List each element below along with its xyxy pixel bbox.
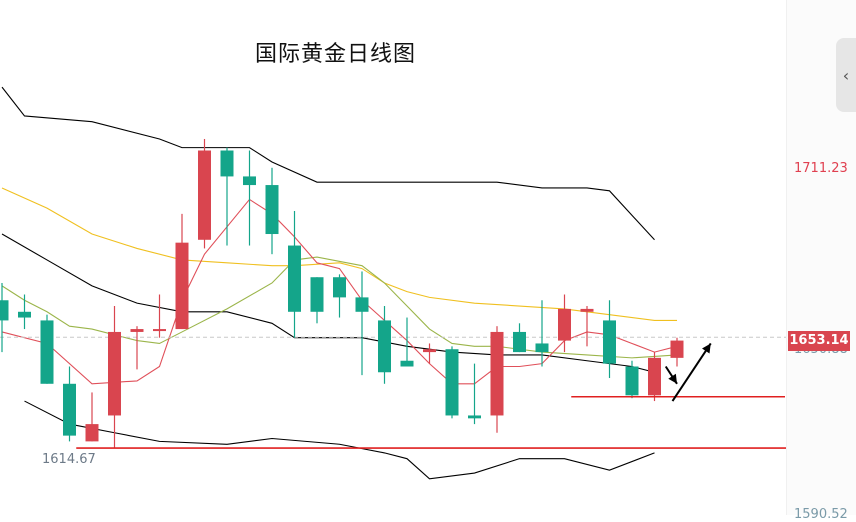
candle-body-down: [625, 366, 639, 396]
y-tick-label: 1711.23: [794, 161, 848, 176]
candle-body-down: [378, 320, 391, 373]
candle-body-up: [558, 308, 571, 341]
candle-body-down: [265, 185, 279, 235]
candle-body-up: [670, 340, 684, 358]
candle-body-down: [445, 349, 459, 416]
candle-body-up: [175, 242, 189, 330]
ma-mid-line: [1, 256, 678, 359]
candle-body-up: [580, 308, 594, 312]
candle-body-down: [40, 320, 54, 384]
boll-mid-line: [1, 233, 655, 373]
candle-body-down: [18, 311, 31, 318]
bollinger-bands: [1, 86, 655, 480]
candle-body-down: [513, 331, 526, 353]
chart-title: 国际黄金日线图: [255, 42, 417, 67]
candle-body-down: [400, 360, 414, 367]
candle-body-down: [355, 297, 369, 312]
candle-body-down: [310, 277, 324, 312]
boll-lower-line: [24, 400, 655, 480]
candle-body-down: [603, 320, 616, 364]
candle-body-down: [288, 245, 301, 312]
candle-body-up: [198, 150, 211, 240]
trend-arrow-head: [702, 343, 711, 354]
collapse-panel-button[interactable]: ‹: [836, 38, 856, 112]
candle-body-down: [0, 300, 9, 321]
trend-arrow-head: [668, 373, 677, 384]
support-lines: [76, 395, 786, 449]
candle-body-up: [85, 424, 99, 442]
trend-arrows: [664, 342, 712, 402]
candle-body-up: [423, 349, 436, 353]
candle-body-up: [490, 331, 504, 416]
boll-upper-line: [1, 86, 655, 241]
candle-body-down: [63, 383, 76, 436]
candle-body-down: [468, 415, 481, 419]
chevron-left-icon: ‹: [842, 65, 850, 85]
trend-arrow-shaft: [671, 342, 712, 402]
candle-body-up: [108, 331, 121, 416]
candle-body-down: [220, 150, 234, 177]
candle-body-up: [648, 357, 661, 396]
candle-body-down: [535, 343, 549, 353]
candles: [0, 138, 684, 449]
low-price-label: 1614.67: [42, 452, 96, 467]
candle-body-up: [130, 329, 144, 332]
candlestick-chart: [0, 86, 786, 480]
candle-body-up: [153, 329, 166, 332]
candle-body-down: [333, 277, 346, 298]
candle-body-down: [243, 176, 256, 186]
current-price-badge: 1653.14: [788, 331, 850, 351]
